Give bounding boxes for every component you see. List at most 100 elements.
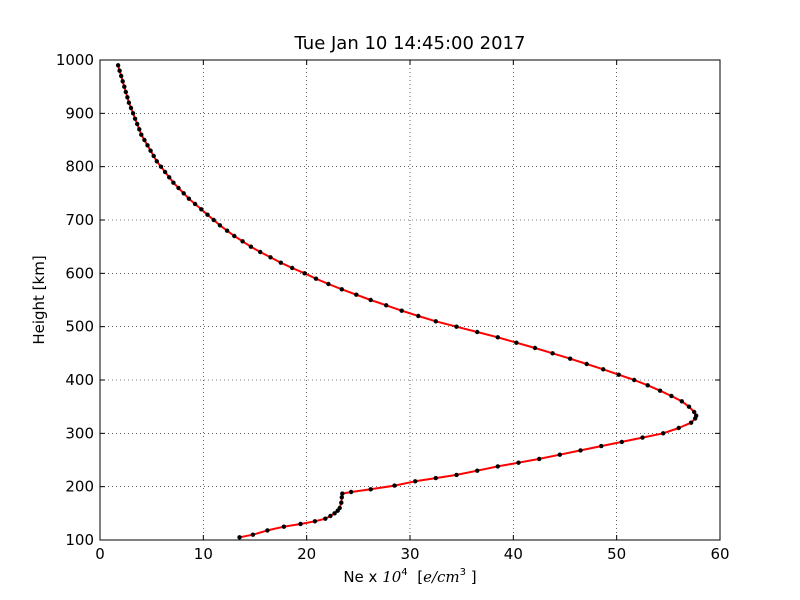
data-point: [599, 443, 604, 449]
data-point: [167, 175, 172, 180]
data-point: [145, 143, 150, 148]
data-point: [186, 196, 192, 201]
data-point: [281, 524, 287, 529]
data-point: [392, 483, 397, 488]
data-point: [454, 472, 459, 478]
data-point: [248, 244, 254, 249]
data-point: [139, 132, 144, 137]
data-point: [290, 265, 295, 271]
data-point: [568, 356, 573, 361]
data-point: [550, 351, 555, 356]
data-point: [205, 212, 210, 217]
data-point: [130, 111, 136, 116]
data-point: [532, 345, 538, 351]
x-tick-label: 50: [607, 545, 626, 563]
data-point: [686, 404, 692, 409]
x-axis-label-unit-close: ]: [471, 568, 477, 586]
data-point: [557, 452, 562, 457]
y-axis-label: Height [km]: [30, 255, 48, 344]
data-point: [137, 127, 142, 132]
y-tick-label: 500: [65, 318, 94, 336]
data-point: [339, 287, 344, 292]
data-point: [192, 201, 198, 207]
data-point: [339, 500, 344, 505]
data-point: [122, 84, 127, 89]
profile-line: [117, 65, 698, 539]
data-point: [142, 137, 147, 143]
data-point: [413, 479, 418, 484]
x-tick-label: 40: [504, 545, 523, 563]
data-point: [162, 169, 168, 175]
x-axis-label-exp: 4: [401, 567, 407, 578]
data-point: [616, 372, 621, 377]
data-point: [154, 159, 159, 164]
data-point: [298, 521, 303, 527]
data-point: [475, 329, 480, 335]
data-point: [688, 420, 694, 425]
data-point: [348, 489, 354, 495]
data-point: [584, 361, 589, 367]
data-point: [661, 431, 666, 436]
data-point: [340, 491, 345, 496]
data-point: [268, 255, 273, 260]
data-point: [516, 460, 521, 465]
y-tick-label: 1000: [56, 51, 94, 69]
data-point: [328, 513, 333, 519]
chart-title: Tue Jan 10 14:45:00 2017: [294, 33, 526, 54]
data-point: [123, 89, 128, 95]
data-point: [332, 511, 337, 516]
data-point: [514, 340, 519, 345]
x-axis-label-unit-open: [: [417, 568, 423, 586]
data-point: [217, 223, 223, 228]
data-point: [692, 409, 697, 415]
data-point: [433, 319, 438, 324]
data-point: [237, 535, 242, 540]
x-axis-label-prefix: Ne x: [343, 568, 382, 586]
data-point: [537, 456, 542, 462]
data-point: [224, 228, 230, 233]
data-point: [135, 121, 140, 127]
data-point: [232, 233, 237, 239]
y-tick-label: 200: [65, 478, 94, 496]
x-tick-label: 0: [95, 545, 105, 563]
data-point: [115, 63, 121, 68]
y-tick-label: 300: [65, 424, 94, 442]
data-point: [495, 335, 500, 340]
data-point: [632, 377, 637, 383]
data-point: [181, 191, 186, 196]
data-point: [199, 207, 204, 212]
data-point: [250, 532, 256, 537]
y-tick-label: 800: [65, 158, 94, 176]
data-point: [125, 95, 130, 100]
series-layer: [115, 63, 699, 540]
data-point: [326, 281, 331, 287]
data-point: [578, 448, 583, 453]
data-point: [679, 399, 684, 404]
data-point: [433, 475, 438, 481]
y-tick-label: 400: [65, 371, 94, 389]
data-point: [384, 303, 389, 308]
x-axis-label: Ne x 104 [e/cm3 ]: [343, 567, 476, 586]
data-point: [454, 324, 459, 329]
data-point: [495, 464, 500, 469]
data-point: [151, 153, 156, 159]
y-tick-label: 600: [65, 264, 94, 282]
data-point: [645, 383, 650, 388]
data-point: [265, 528, 270, 533]
data-point: [117, 68, 122, 73]
x-tick-label: 10: [194, 545, 213, 563]
data-point: [657, 388, 663, 393]
data-point: [640, 435, 645, 440]
x-tick-label: 60: [710, 545, 729, 563]
data-point: [126, 100, 132, 105]
ticks: 0 10 20 30 40 50 60 100 200 300 400 500 600 700 800 900…: [56, 51, 730, 563]
y-tick-label: 700: [65, 211, 94, 229]
data-point: [368, 487, 373, 492]
grid: [100, 60, 720, 540]
data-point: [158, 164, 164, 169]
data-point: [669, 393, 674, 399]
data-point: [119, 73, 124, 79]
data-point: [278, 260, 283, 265]
data-point: [339, 495, 344, 500]
